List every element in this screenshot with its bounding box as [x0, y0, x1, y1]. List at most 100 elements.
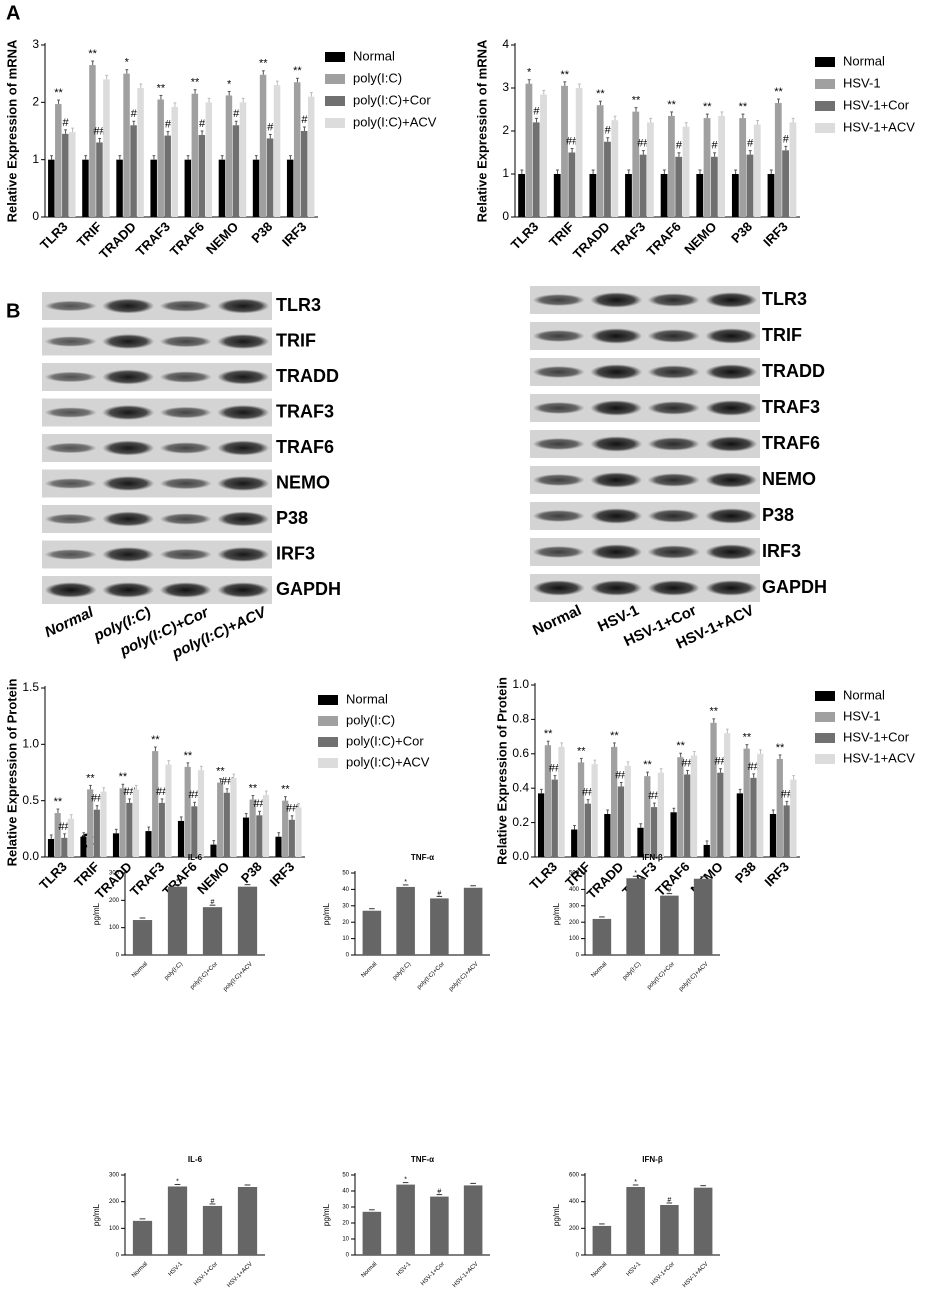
x-tick-label: NEMO [203, 219, 241, 257]
bar [540, 94, 547, 217]
bar [790, 779, 797, 857]
legend-swatch [325, 52, 345, 62]
blot-band [590, 472, 643, 488]
blot-band [159, 300, 212, 312]
legend-label: poly(I:C) [353, 70, 402, 85]
x-tick-label: HSV-1+ACV [452, 1261, 480, 1289]
blot-band [647, 545, 700, 559]
blot-band [647, 293, 700, 307]
blot-band [102, 369, 155, 385]
x-tick-label: IRF3 [761, 859, 792, 890]
blot-band [217, 369, 270, 385]
bar [157, 99, 164, 217]
y-axis-label: pg/mL [322, 902, 331, 925]
y-axis-label: pg/mL [322, 1203, 331, 1226]
bar [611, 120, 619, 217]
y-tick-label: 0 [116, 1253, 120, 1259]
x-tick-label: Normal [360, 1261, 378, 1279]
blot-band [532, 294, 585, 306]
significance: * [125, 57, 130, 69]
blot-band [217, 547, 270, 562]
blot-band [44, 300, 97, 312]
bar [191, 806, 198, 857]
bar [55, 104, 62, 217]
bar [624, 765, 631, 857]
y-axis-label: Relative Expression of mRNA [474, 39, 489, 222]
protein-label: IRF3 [276, 543, 315, 563]
significance: # [437, 890, 441, 897]
protein-label: P38 [276, 508, 308, 528]
protein-label: TRIF [762, 325, 802, 345]
legend-label: HSV-1+ACV [843, 119, 915, 134]
legend-swatch [318, 737, 338, 747]
bar [266, 138, 274, 217]
significance: ** [293, 65, 302, 77]
significance: # [676, 140, 683, 152]
x-tick-label: IRF3 [279, 219, 310, 250]
bar [119, 788, 126, 857]
protein-label: GAPDH [762, 577, 827, 597]
x-tick-label: P38 [732, 859, 759, 886]
x-tick-label: TRADD [92, 859, 135, 902]
legend-swatch [318, 758, 338, 768]
bar [362, 910, 382, 955]
blot-band [102, 405, 155, 420]
legend-label: HSV-1 [843, 75, 881, 90]
bar [123, 73, 130, 218]
bar [592, 1225, 612, 1255]
chart-title: IL-6 [188, 853, 203, 862]
blot-band [705, 508, 758, 524]
blot-band [532, 510, 585, 522]
protein-label: GAPDH [276, 579, 341, 599]
protein-label: TRAF6 [276, 437, 334, 457]
y-tick-label: 40 [342, 887, 349, 893]
y-tick-label: 200 [569, 1226, 580, 1232]
x-tick-label: P38 [238, 859, 265, 886]
x-tick-label: TRADD [96, 219, 139, 262]
significance: * [527, 67, 532, 79]
bar [165, 764, 172, 857]
significance: ** [544, 728, 553, 740]
legend-label: Normal [353, 48, 395, 63]
x-tick-label: HSV-1+ACV [682, 1261, 710, 1289]
bar [690, 755, 698, 857]
chart-title: IL-6 [188, 1155, 203, 1164]
y-tick-label: 0 [116, 953, 120, 959]
bar [61, 837, 68, 857]
bar [644, 776, 651, 857]
blot-band [532, 580, 585, 596]
bar [288, 819, 295, 857]
x-tick-label: IRF3 [760, 219, 791, 250]
bar [650, 807, 658, 857]
significance: # [437, 1188, 441, 1195]
protein-label: NEMO [276, 472, 330, 492]
bar [591, 764, 598, 857]
bar [232, 125, 240, 217]
y-tick-label: 10 [342, 1237, 349, 1243]
x-tick-label: TRAF3 [608, 219, 648, 259]
bar [54, 813, 61, 857]
significance: ** [667, 99, 676, 111]
y-axis-label: Relative Expression of mRNA [4, 39, 19, 222]
x-tick-label: TRAF3 [133, 219, 173, 259]
significance: ** [710, 706, 719, 718]
x-tick-label: NEMO [194, 859, 232, 897]
bar [362, 1211, 382, 1255]
blot-band [102, 511, 155, 527]
y-tick-label: 2 [32, 95, 39, 109]
blot-band [102, 582, 155, 598]
y-tick-label: 0.8 [512, 712, 529, 726]
x-tick-label: TRIF [546, 219, 577, 250]
bar [164, 135, 171, 217]
protein-label: NEMO [762, 469, 816, 489]
y-tick-label: 20 [342, 920, 349, 926]
x-tick-label: TRADD [584, 859, 627, 902]
bar [396, 886, 415, 955]
bar [137, 88, 144, 217]
significance: # [62, 117, 69, 129]
significance: # [667, 1197, 671, 1204]
x-tick-label: TRAF6 [644, 219, 684, 259]
y-tick-label: 3 [502, 80, 509, 94]
bar [693, 878, 713, 955]
bar [717, 772, 724, 857]
